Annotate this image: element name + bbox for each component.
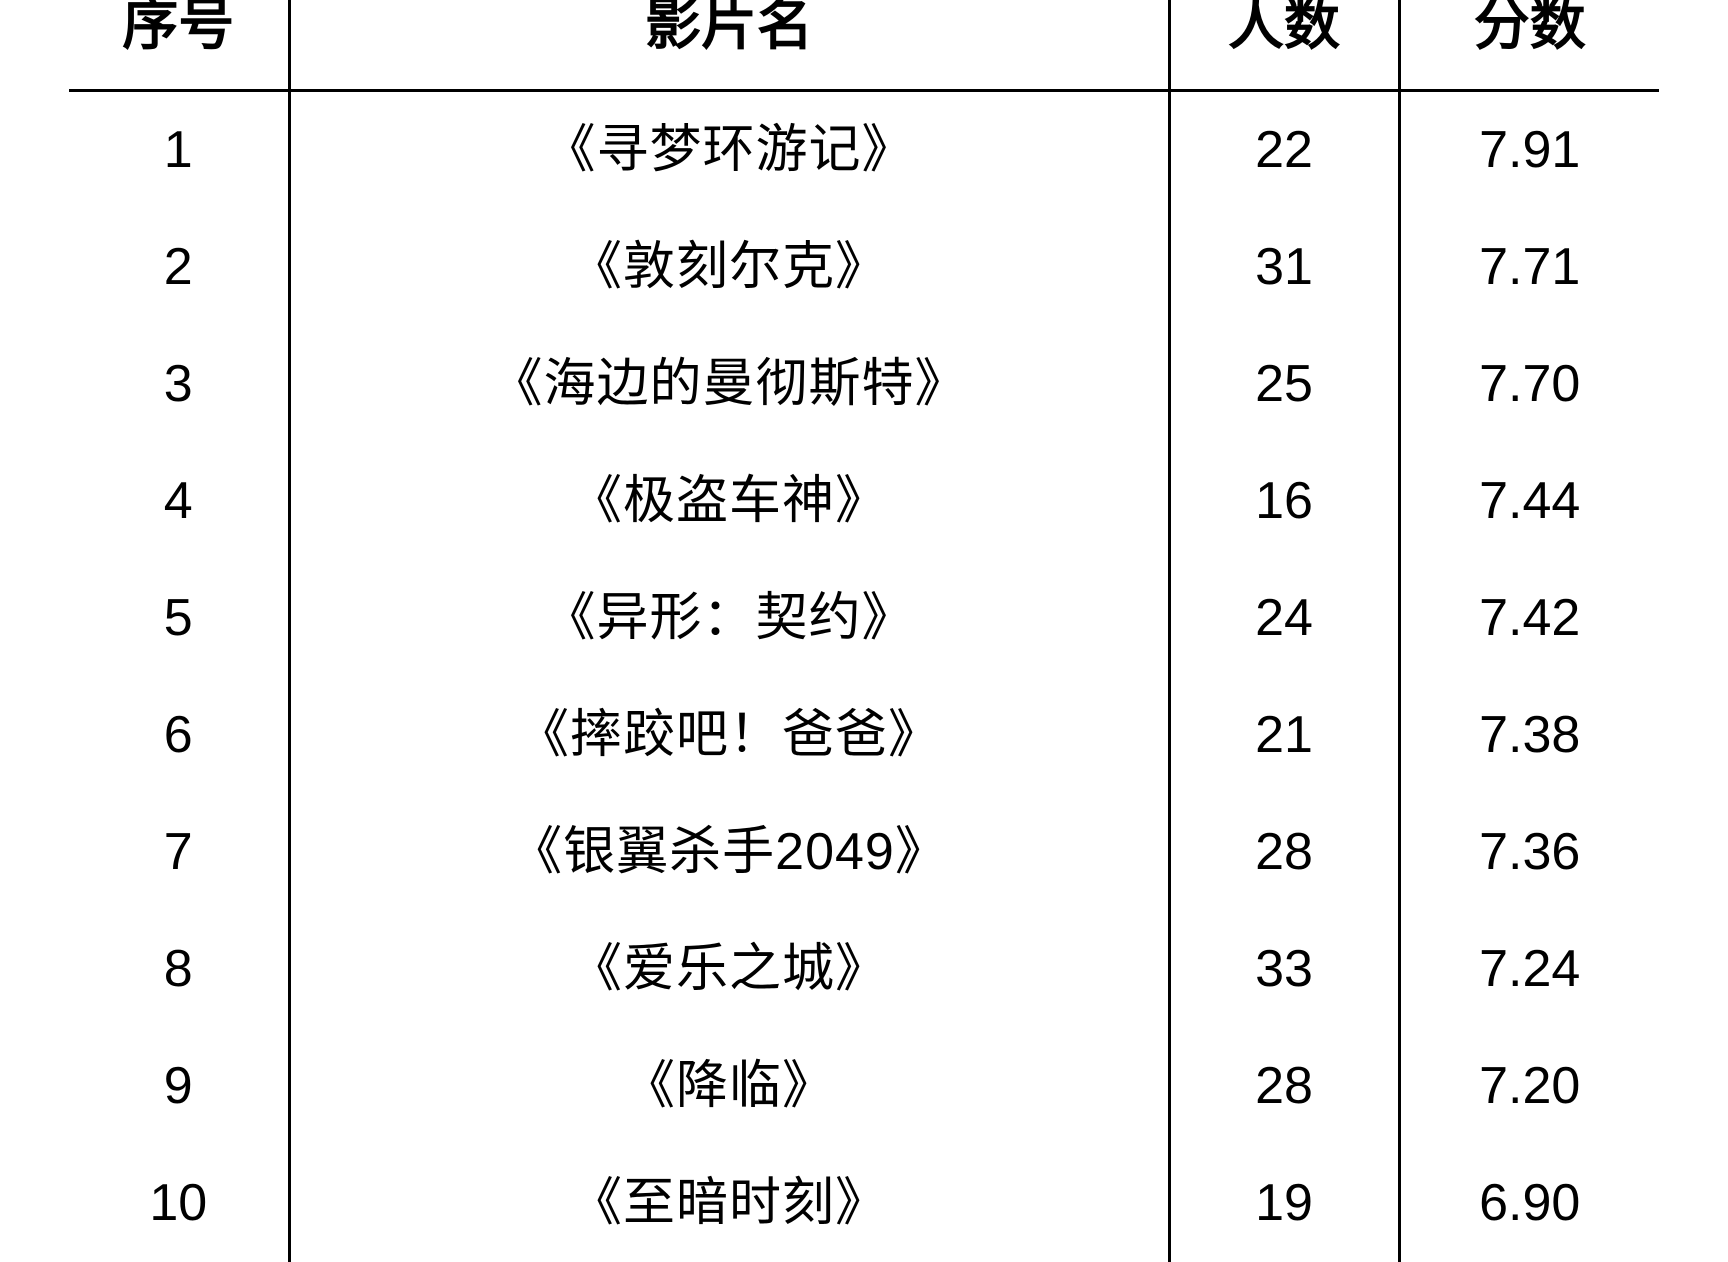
- cell-count: 28: [1169, 794, 1399, 911]
- cell-index: 6: [69, 677, 289, 794]
- table-row: 10 《至暗时刻》 19 6.90: [69, 1145, 1659, 1262]
- table-row: 8 《爱乐之城》 33 7.24: [69, 911, 1659, 1028]
- cell-title: 《敦刻尔克》: [289, 209, 1169, 326]
- cell-title: 《寻梦环游记》: [289, 90, 1169, 209]
- cell-title: 《极盗车神》: [289, 443, 1169, 560]
- table-row: 4 《极盗车神》 16 7.44: [69, 443, 1659, 560]
- cell-score: 7.42: [1399, 560, 1659, 677]
- cell-index: 1: [69, 90, 289, 209]
- cell-title: 《银翼杀手2049》: [289, 794, 1169, 911]
- cell-count: 22: [1169, 90, 1399, 209]
- cell-count: 16: [1169, 443, 1399, 560]
- header-score: 分数: [1399, 0, 1659, 90]
- cell-count: 21: [1169, 677, 1399, 794]
- cell-score: 7.91: [1399, 90, 1659, 209]
- header-index: 序号: [69, 0, 289, 90]
- table-row: 3 《海边的曼彻斯特》 25 7.70: [69, 326, 1659, 443]
- cell-score: 7.71: [1399, 209, 1659, 326]
- header-title: 影片名: [289, 0, 1169, 90]
- cell-score: 7.24: [1399, 911, 1659, 1028]
- movie-ranking-table: 序号 影片名 人数 分数 1 《寻梦环游记》 22 7.91 2 《敦刻尔克》 …: [69, 0, 1659, 1262]
- cell-index: 7: [69, 794, 289, 911]
- cell-count: 28: [1169, 1028, 1399, 1145]
- cell-count: 31: [1169, 209, 1399, 326]
- movie-ranking-table-container: 序号 影片名 人数 分数 1 《寻梦环游记》 22 7.91 2 《敦刻尔克》 …: [39, 0, 1689, 1262]
- cell-index: 10: [69, 1145, 289, 1262]
- cell-score: 7.38: [1399, 677, 1659, 794]
- cell-index: 3: [69, 326, 289, 443]
- cell-index: 4: [69, 443, 289, 560]
- table-row: 9 《降临》 28 7.20: [69, 1028, 1659, 1145]
- table-row: 1 《寻梦环游记》 22 7.91: [69, 90, 1659, 209]
- cell-score: 6.90: [1399, 1145, 1659, 1262]
- cell-count: 24: [1169, 560, 1399, 677]
- cell-index: 8: [69, 911, 289, 1028]
- cell-score: 7.44: [1399, 443, 1659, 560]
- cell-title: 《异形：契约》: [289, 560, 1169, 677]
- cell-index: 9: [69, 1028, 289, 1145]
- table-row: 2 《敦刻尔克》 31 7.71: [69, 209, 1659, 326]
- cell-index: 5: [69, 560, 289, 677]
- header-count: 人数: [1169, 0, 1399, 90]
- cell-title: 《海边的曼彻斯特》: [289, 326, 1169, 443]
- cell-index: 2: [69, 209, 289, 326]
- table-row: 6 《摔跤吧！爸爸》 21 7.38: [69, 677, 1659, 794]
- cell-score: 7.20: [1399, 1028, 1659, 1145]
- cell-count: 25: [1169, 326, 1399, 443]
- cell-title: 《降临》: [289, 1028, 1169, 1145]
- table-row: 7 《银翼杀手2049》 28 7.36: [69, 794, 1659, 911]
- table-row: 5 《异形：契约》 24 7.42: [69, 560, 1659, 677]
- cell-score: 7.70: [1399, 326, 1659, 443]
- cell-count: 33: [1169, 911, 1399, 1028]
- cell-count: 19: [1169, 1145, 1399, 1262]
- cell-title: 《至暗时刻》: [289, 1145, 1169, 1262]
- table-body: 1 《寻梦环游记》 22 7.91 2 《敦刻尔克》 31 7.71 3 《海边…: [69, 90, 1659, 1262]
- table-header-row: 序号 影片名 人数 分数: [69, 0, 1659, 90]
- cell-title: 《摔跤吧！爸爸》: [289, 677, 1169, 794]
- cell-title: 《爱乐之城》: [289, 911, 1169, 1028]
- cell-score: 7.36: [1399, 794, 1659, 911]
